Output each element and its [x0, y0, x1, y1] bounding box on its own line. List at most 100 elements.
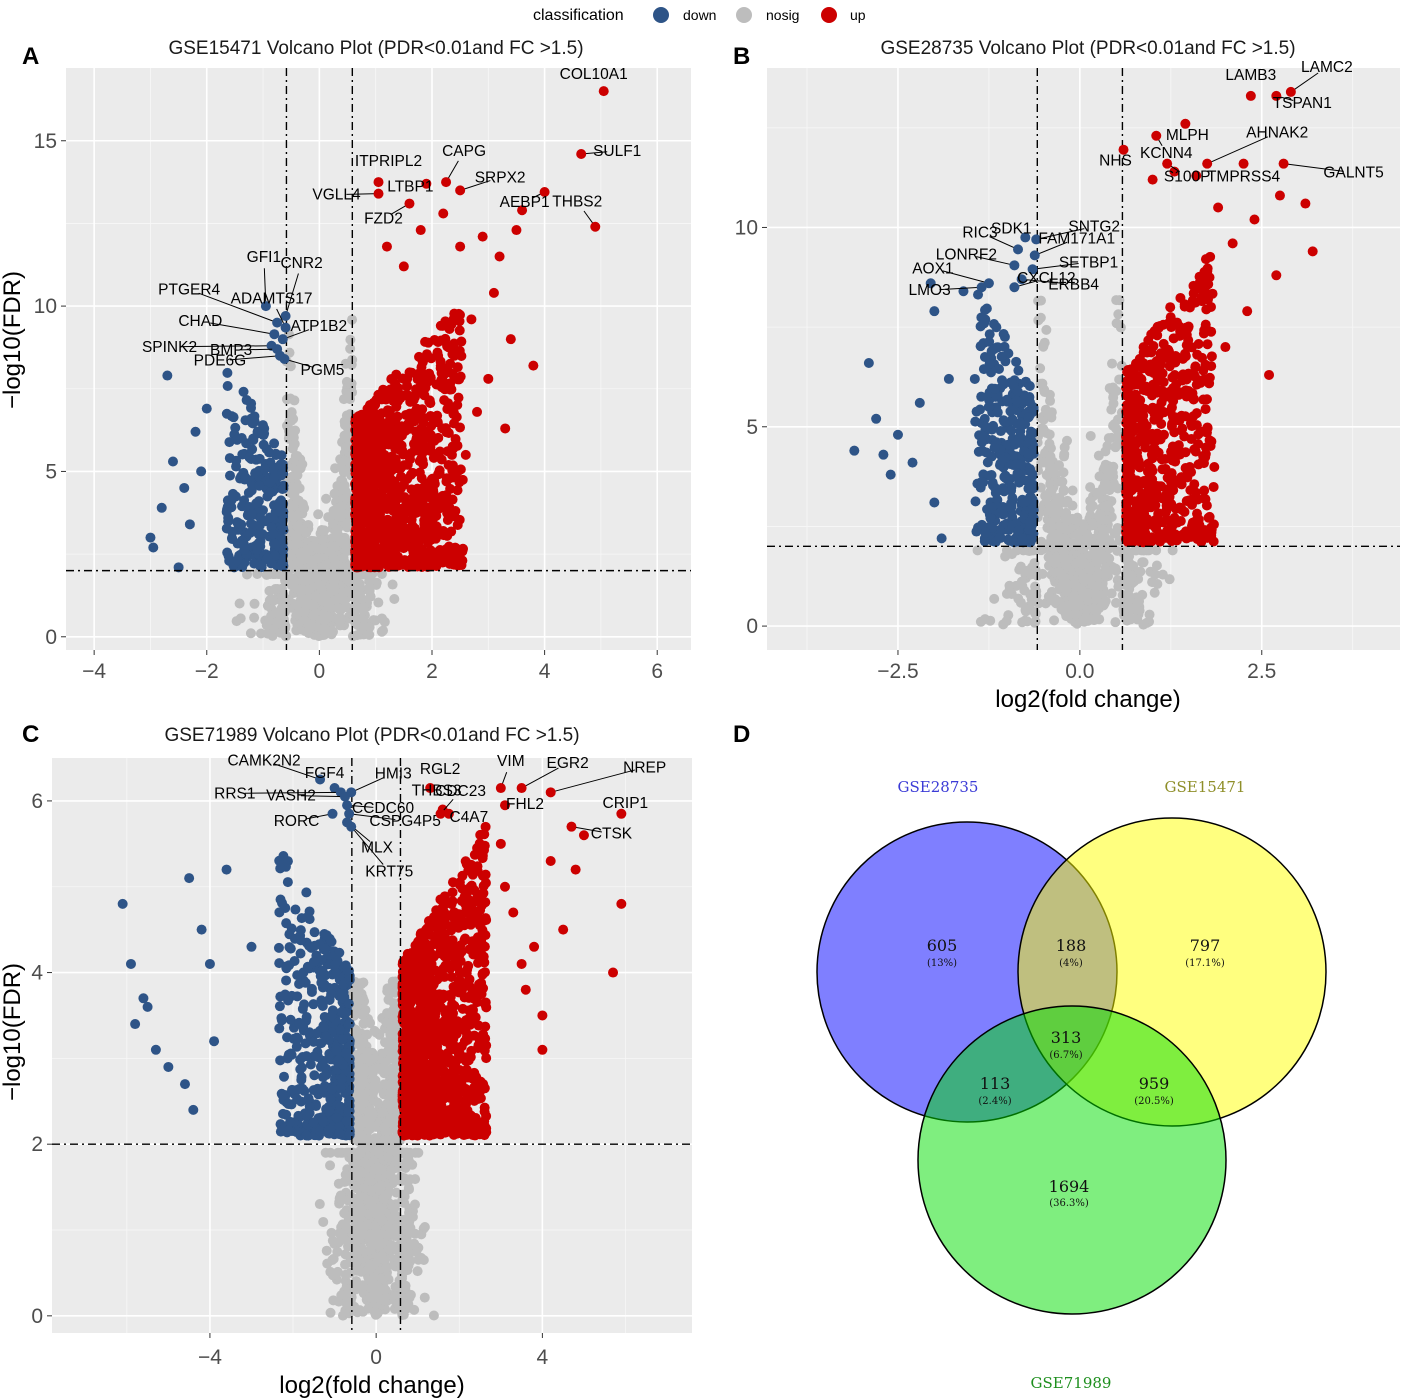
y-tick-label: 0 [31, 1305, 43, 1328]
point-nosig [1108, 398, 1119, 409]
point-up [351, 476, 362, 487]
point-down [196, 466, 207, 477]
point-down [222, 367, 233, 378]
point-down [989, 383, 1000, 394]
point-nosig [301, 575, 312, 586]
point-up [417, 445, 428, 456]
point-nosig [1107, 358, 1118, 369]
point-nosig [276, 627, 287, 638]
point-nosig [328, 507, 339, 518]
point-nosig [308, 610, 319, 621]
point-up [412, 408, 423, 419]
point-up [407, 467, 418, 478]
point-nosig [342, 538, 353, 549]
point-up [1152, 532, 1163, 543]
point-up-labelled [373, 188, 384, 199]
point-up [1152, 373, 1163, 384]
point-up [1139, 345, 1150, 356]
point-up [1213, 202, 1224, 213]
point-down [222, 547, 233, 558]
x-tick-label: 0 [370, 1346, 382, 1369]
point-down [929, 497, 940, 508]
gene-label: TSPAN1 [1273, 95, 1332, 112]
point-up [354, 420, 365, 431]
point-nosig [281, 595, 292, 606]
point-up [446, 319, 457, 330]
point-nosig [1058, 484, 1069, 495]
point-up [1274, 190, 1285, 201]
gene-label: BMP3 [210, 342, 252, 359]
point-up [1147, 453, 1158, 464]
point-up [1147, 402, 1158, 413]
point-up [448, 340, 459, 351]
point-up [391, 369, 402, 380]
point-down [231, 455, 242, 466]
point-up [1187, 295, 1198, 306]
point-up [1186, 467, 1197, 478]
point-up [448, 407, 459, 418]
point-down [231, 555, 242, 566]
point-up [1132, 452, 1143, 463]
point-nosig [306, 621, 317, 632]
point-nosig [1001, 616, 1012, 627]
gene-label-connector [229, 355, 281, 361]
point-nosig [1101, 565, 1112, 576]
point-up [1200, 442, 1211, 453]
gene-label: PDE6G [194, 353, 247, 370]
point-down [994, 364, 1005, 375]
point-nosig [292, 451, 303, 462]
point-up [366, 442, 377, 453]
point-nosig [1167, 545, 1178, 556]
point-nosig [350, 577, 361, 588]
point-up [398, 479, 409, 490]
point-up [427, 514, 438, 525]
point-nosig [289, 539, 300, 550]
point-nosig [1041, 469, 1052, 480]
point-nosig [304, 584, 315, 595]
point-nosig [288, 512, 299, 523]
point-nosig [314, 1199, 325, 1210]
point-up [1208, 519, 1219, 530]
point-nosig [1150, 569, 1161, 580]
point-nosig [345, 343, 356, 354]
legend-nosig-label: nosig [766, 7, 799, 23]
point-up [1249, 214, 1260, 225]
point-nosig [270, 583, 281, 594]
gene-label: S100P [1164, 169, 1211, 186]
point-up [361, 427, 372, 438]
gene-label: ATP1B2 [290, 318, 347, 335]
point-up [1127, 481, 1138, 492]
point-nosig [286, 580, 297, 591]
point-down [240, 472, 251, 483]
point-up [411, 552, 422, 563]
point-down-labelled [1009, 260, 1020, 271]
point-down [1013, 365, 1024, 376]
point-nosig [357, 594, 368, 605]
point-up [372, 454, 383, 465]
point-nosig [1124, 576, 1135, 587]
point-up [1271, 270, 1282, 281]
point-down [863, 357, 874, 368]
point-nosig [1104, 383, 1115, 394]
point-nosig [270, 568, 281, 579]
point-up [1157, 493, 1168, 504]
point-nosig [336, 501, 347, 512]
point-nosig [972, 545, 983, 556]
gene-label: LAMC2 [1301, 59, 1353, 76]
panel-b: B GSE28735 Volcano Plot (PDR<0.01and FC … [733, 38, 1400, 713]
point-up [1208, 536, 1219, 547]
point-up [422, 561, 433, 572]
point-nosig [262, 628, 273, 639]
point-up [396, 421, 407, 432]
point-nosig [1040, 404, 1051, 415]
point-nosig [1144, 609, 1155, 620]
point-nosig [1026, 569, 1037, 580]
point-nosig [300, 527, 311, 538]
point-up [391, 401, 402, 412]
point-up [494, 251, 505, 262]
point-up-labelled [441, 177, 452, 188]
point-up [1146, 329, 1157, 340]
gene-label-connector [179, 345, 272, 348]
point-nosig [1107, 467, 1118, 478]
point-down [975, 404, 986, 415]
